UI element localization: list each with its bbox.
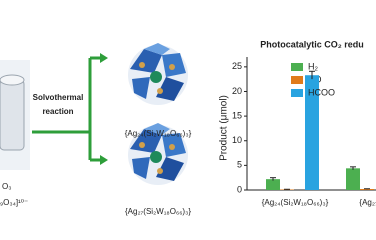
- x-tick-label: {Ag₂₄(Si₂W₁₈O₆₆)₃}: [262, 198, 329, 207]
- product-label: {Ag₂₇(Si₂W₁₈O₆₆)₃}: [125, 207, 191, 216]
- cluster-structure: [128, 43, 188, 105]
- y-axis-label: Product (μmol): [219, 95, 230, 161]
- chart-title: Photocatalytic CO₂ redu: [260, 39, 364, 49]
- arrow: [32, 56, 100, 162]
- step-label: Solvothermal: [33, 93, 84, 102]
- step-label: reaction: [42, 107, 73, 116]
- legend-swatch: [291, 63, 303, 71]
- bar: [305, 75, 319, 190]
- vial-top: [0, 74, 25, 86]
- y-tick-label: 20: [232, 86, 242, 96]
- legend-label: H₂: [308, 61, 318, 71]
- bar: [266, 179, 280, 190]
- precursor-formula: O₃: [2, 182, 11, 191]
- arrow-head: [100, 53, 108, 63]
- bar: [360, 189, 374, 190]
- legend-swatch: [291, 89, 303, 97]
- vial: [0, 79, 25, 151]
- precursor-anion: ₉O₃₄]¹⁰⁻: [0, 198, 28, 207]
- y-tick-label: 5: [237, 160, 242, 170]
- arrow-head: [100, 155, 108, 165]
- y-tick-label: 25: [232, 61, 242, 71]
- legend-swatch: [291, 76, 303, 84]
- bar: [346, 168, 360, 190]
- y-tick-label: 0: [237, 184, 242, 194]
- x-tick-label: {Ag₂₇(Si₂: [359, 198, 376, 207]
- legend-label: HCOO: [308, 87, 335, 97]
- y-tick-label: 10: [232, 135, 242, 145]
- y-tick-label: 15: [232, 110, 242, 120]
- product-label: {Ag₂₄(Si₂W₁₈O₆₆)₃}: [125, 129, 192, 138]
